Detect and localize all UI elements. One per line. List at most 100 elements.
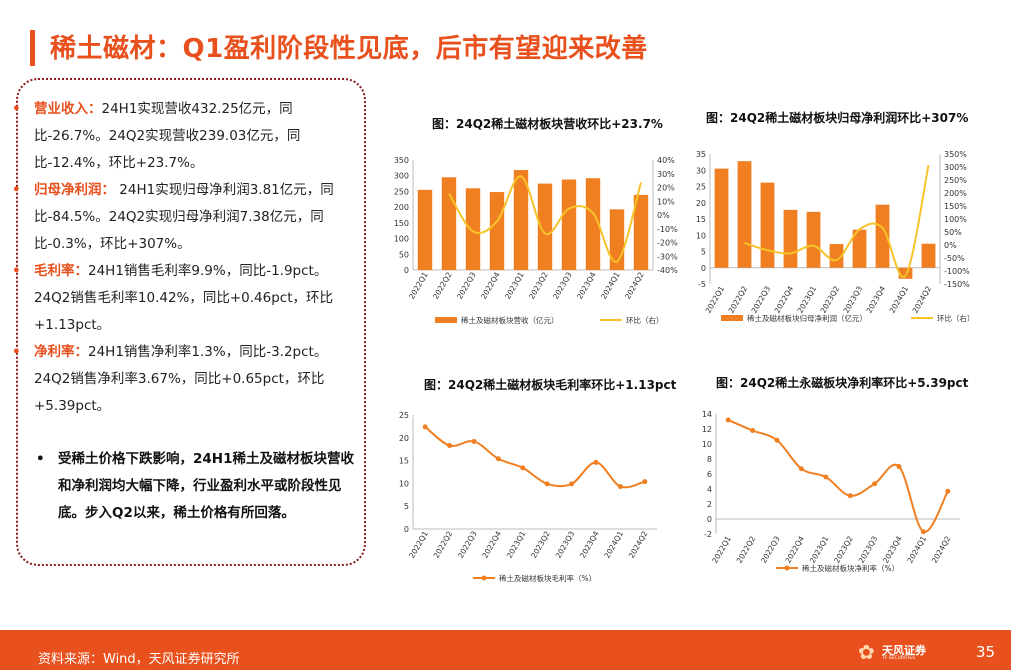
y-tick-label: 12 [702, 425, 712, 434]
legend-swatch [435, 317, 457, 323]
bar [537, 183, 553, 270]
y2-tick-label: 10% [657, 197, 675, 206]
y2-tick-label: -40% [657, 266, 678, 275]
line-point [896, 464, 902, 469]
summary-item-revenue: • 营业收入：24H1实现营收432.25亿元，同比-26.7%。24Q2实现营… [12, 96, 354, 177]
y-tick-label: 300 [394, 172, 409, 181]
bar [489, 192, 505, 270]
page-title: 稀土磁材：Q1盈利阶段性见底，后市有望迎来改善 [50, 34, 648, 64]
x-tick-label: 2023Q3 [551, 270, 574, 300]
x-tick-label: 2024Q2 [623, 270, 646, 300]
legend-label: 稀土及磁材板块净利率（%） [802, 563, 899, 573]
x-tick-label: 2023Q1 [503, 270, 526, 300]
y2-tick-label: -100% [944, 267, 970, 276]
y2-tick-label: 250% [944, 176, 967, 185]
bar [561, 179, 577, 270]
x-tick-label: 2022Q4 [479, 270, 502, 300]
y-tick-label: 150 [394, 219, 409, 228]
x-tick-label: 2022Q1 [710, 534, 733, 564]
y2-tick-label: 20% [657, 184, 675, 193]
x-tick-label: 2023Q1 [505, 529, 528, 559]
footer-bar [0, 630, 1011, 670]
x-tick-label: 2023Q4 [865, 284, 888, 314]
line-point [422, 424, 428, 430]
conclusion-text: 受稀土价格下跌影响，24H1稀土及磁材板块营收和净利润均大幅下降，行业盈利水平或… [58, 451, 354, 521]
line-point [544, 481, 550, 487]
x-tick-label: 2022Q3 [456, 529, 479, 559]
bar [852, 229, 867, 268]
bar [829, 244, 844, 268]
x-tick-label: 2023Q4 [881, 534, 904, 564]
x-tick-label: 2022Q1 [704, 284, 727, 314]
line-point [471, 438, 477, 444]
summary-label: 营业收入： [34, 101, 102, 117]
bar [465, 188, 481, 270]
company-logo: ✿ 天风证券 TF SECURITIES [858, 640, 930, 666]
x-tick-label: 2023Q2 [527, 270, 550, 300]
y2-tick-label: 200% [944, 189, 967, 198]
x-tick-label: 2024Q1 [602, 529, 625, 559]
x-tick-label: 2022Q3 [455, 270, 478, 300]
line-point [798, 466, 804, 472]
y-tick-label: 30 [696, 166, 706, 175]
y-tick-label: 20 [696, 199, 706, 208]
x-tick-label: 2022Q2 [735, 534, 758, 564]
y-tick-label: 8 [707, 455, 712, 464]
summary-label: 毛利率： [34, 263, 88, 279]
legend-swatch [721, 315, 743, 321]
y2-tick-label: -10% [657, 225, 678, 234]
y-tick-label: 0 [701, 264, 706, 273]
bar [633, 194, 649, 270]
y2-tick-label: 30% [657, 170, 675, 179]
x-tick-label: 2023Q1 [808, 534, 831, 564]
x-tick-label: 2022Q3 [750, 284, 773, 314]
x-tick-label: 2023Q1 [796, 284, 819, 314]
chart-title-gross-margin: 图：24Q2稀土磁材板块毛利率环比+1.13pct [424, 378, 677, 392]
y-tick-label: 6 [707, 470, 712, 479]
summary-item-net-profit: • 归母净利润： 24H1实现归母净利润3.81亿元，同比-84.5%。24Q2… [12, 177, 354, 258]
line-point [945, 488, 951, 494]
bar [585, 178, 601, 270]
line-point [750, 428, 756, 433]
line-point [617, 484, 623, 490]
bar [760, 182, 775, 268]
line-point [725, 417, 731, 423]
line-point [569, 481, 575, 487]
x-tick-label: 2022Q4 [480, 529, 503, 559]
line-point [520, 465, 526, 471]
y-tick-label: 350 [394, 156, 409, 165]
x-tick-label: 2023Q4 [578, 529, 601, 559]
x-tick-label: 2023Q3 [842, 284, 865, 314]
bar [806, 211, 821, 268]
x-tick-label: 2022Q1 [407, 529, 430, 559]
y-tick-label: 14 [702, 410, 712, 419]
x-tick-label: 2024Q2 [911, 284, 934, 314]
y-tick-label: 100 [394, 235, 409, 244]
y2-tick-label: -20% [657, 239, 678, 248]
legend-marker [481, 575, 487, 581]
y-tick-label: 20 [399, 434, 409, 443]
y2-tick-label: 50% [944, 228, 962, 237]
series-line [424, 426, 646, 489]
chart-title-net-margin: 图：24Q2稀土永磁板块净利率环比+5.39pct [716, 376, 969, 390]
summary-text: 24H1实现归母净利润3.81亿元，同比-84.5%。24Q2实现归母净利润7.… [34, 182, 334, 252]
chart-title-net-profit: 图：24Q2稀土磁材板块归母净利润环比+307% [706, 111, 969, 125]
summary-box [16, 78, 366, 566]
y-tick-label: -2 [704, 530, 712, 539]
line-point [920, 529, 926, 535]
y2-tick-label: 150% [944, 202, 967, 211]
line-point [847, 493, 853, 499]
y2-tick-label: 300% [944, 163, 967, 172]
y-tick-label: 10 [696, 231, 706, 240]
legend-label: 环比（右） [937, 313, 975, 323]
y2-tick-label: -30% [657, 252, 678, 261]
x-tick-label: 2022Q2 [431, 270, 454, 300]
bar [513, 170, 529, 270]
y2-tick-label: 0% [944, 241, 957, 250]
x-tick-label: 2022Q2 [727, 284, 750, 314]
y2-tick-label: 40% [657, 156, 675, 165]
legend-label: 稀土及磁材板块归母净利润（亿元） [747, 313, 867, 323]
y-tick-label: 0 [404, 266, 409, 275]
y-tick-label: 15 [399, 457, 409, 466]
